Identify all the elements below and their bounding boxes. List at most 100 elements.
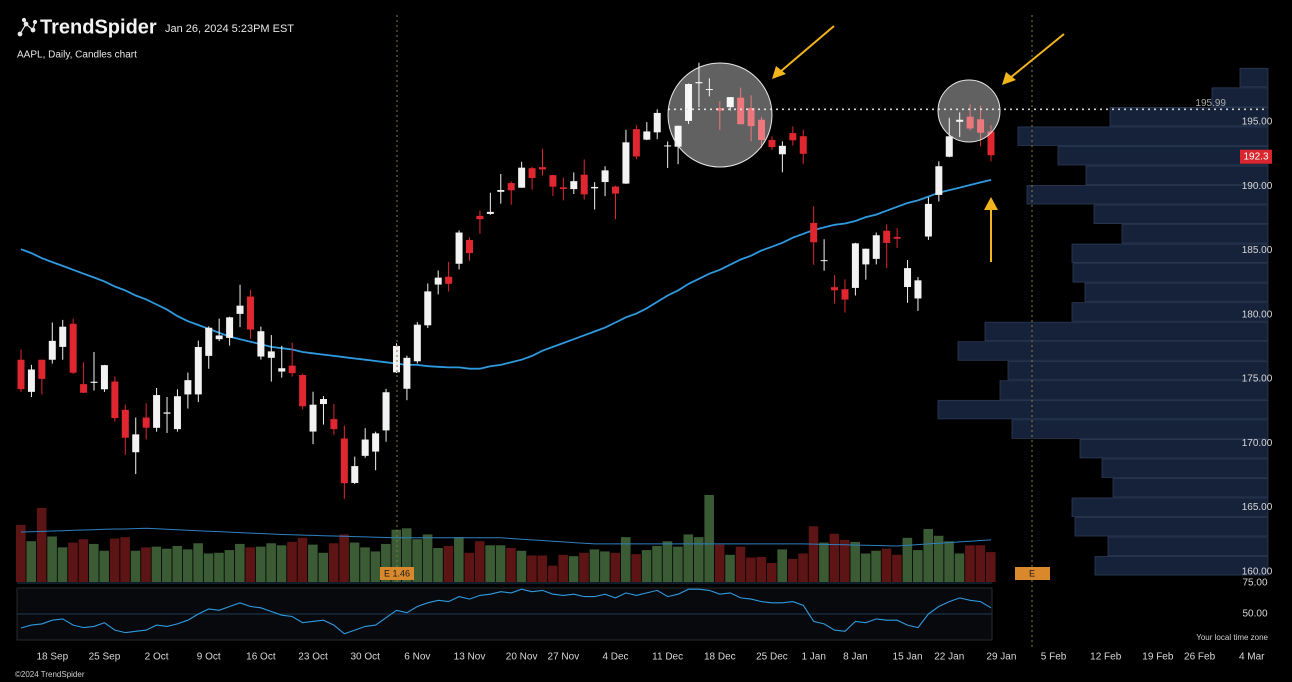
rsi-line xyxy=(20,588,992,635)
x-tick-label: 12 Feb xyxy=(1090,652,1122,663)
volume-bar xyxy=(308,544,318,582)
x-tick-label: 18 Sep xyxy=(36,652,68,663)
volume-bar xyxy=(162,548,172,582)
volume-bar xyxy=(975,545,986,582)
volume-bar xyxy=(537,555,548,582)
volume-bar xyxy=(401,528,412,582)
candle-body xyxy=(90,381,98,383)
volume-ma-line xyxy=(20,527,992,547)
volume-profile-bar xyxy=(1239,67,1269,88)
volume-bar xyxy=(579,552,589,582)
volume-bar xyxy=(68,542,78,582)
candle-body xyxy=(559,187,567,189)
volume-profile-bar xyxy=(1071,497,1269,517)
x-tick-label: 26 Feb xyxy=(1184,652,1216,663)
volume-profile-bar xyxy=(1211,87,1269,107)
y-tick-label: 180.00 xyxy=(1242,309,1273,320)
candle-body xyxy=(194,347,202,395)
candle-body xyxy=(309,404,317,432)
volume-bar xyxy=(224,550,235,582)
candle-body xyxy=(330,419,338,430)
candle-body xyxy=(69,323,77,373)
volume-bar xyxy=(141,547,151,582)
volume-bar xyxy=(673,546,683,582)
volume-bar xyxy=(547,565,558,582)
candle-body xyxy=(288,365,296,374)
x-tick-label: 25 Sep xyxy=(89,652,121,663)
volume-profile-bar xyxy=(957,341,1269,361)
y-tick-label: 185.00 xyxy=(1242,245,1273,256)
volume-bar xyxy=(954,553,965,582)
candle-body xyxy=(580,174,588,195)
x-tick-label: 9 Oct xyxy=(197,652,221,663)
y-tick-label: 195.00 xyxy=(1242,117,1273,128)
candle-body xyxy=(685,84,693,121)
earnings-label: E 1.46 xyxy=(384,568,410,578)
volume-bar xyxy=(245,547,256,582)
candle-body xyxy=(205,327,213,356)
volume-bar xyxy=(871,550,881,582)
volume-bar xyxy=(214,552,224,582)
candle-body xyxy=(215,335,223,340)
volume-bar xyxy=(610,552,621,582)
candle-body xyxy=(820,260,828,262)
candle-body xyxy=(424,291,432,326)
volume-bar xyxy=(474,541,485,582)
volume-bar xyxy=(516,550,527,582)
candle-body xyxy=(319,399,327,405)
candle-body xyxy=(601,170,609,183)
volume-profile-bar xyxy=(1093,204,1269,224)
volume-bar xyxy=(933,535,944,582)
volume-bar xyxy=(287,541,297,582)
sma-line xyxy=(20,179,992,370)
candle-body xyxy=(17,359,25,390)
y-tick-label: 190.00 xyxy=(1242,181,1273,192)
candle-body xyxy=(862,248,870,265)
x-tick-label: 25 Dec xyxy=(756,652,788,663)
candle-body xyxy=(705,89,713,91)
volume-profile-bar xyxy=(1007,360,1269,381)
volume-bar xyxy=(464,552,475,582)
volume-bar xyxy=(349,542,360,582)
candle-body xyxy=(737,97,745,125)
candle-body xyxy=(246,296,254,330)
volume-profile-bar xyxy=(937,399,1269,420)
volume-bar xyxy=(297,537,308,582)
copyright: ©2024 TrendSpider xyxy=(15,670,85,679)
volume-profile-bar xyxy=(984,321,1269,342)
candle-body xyxy=(528,168,536,179)
candle-body xyxy=(38,359,46,379)
volume-bar xyxy=(881,548,892,582)
candle-body xyxy=(893,236,901,239)
candle-body xyxy=(48,340,56,360)
logo xyxy=(17,17,38,37)
candle-body xyxy=(664,145,672,147)
volume-bar xyxy=(328,543,339,582)
chart-title: AAPL, Daily, Candles chart xyxy=(17,50,137,61)
earnings-badge xyxy=(1015,567,1050,580)
candle-body xyxy=(924,203,932,237)
candle-body xyxy=(716,108,724,111)
candle-body xyxy=(132,434,140,453)
y-tick-label: 170.00 xyxy=(1242,438,1273,449)
volume-profile-bar xyxy=(1107,536,1269,556)
x-tick-label: 20 Nov xyxy=(506,652,538,663)
y-tick-label: 160.00 xyxy=(1242,566,1273,577)
volume-bar xyxy=(266,543,276,582)
candle-body xyxy=(977,119,985,133)
candle-body xyxy=(236,305,244,314)
volume-bar xyxy=(787,558,798,582)
candle-body xyxy=(778,145,786,155)
x-tick-label: 4 Dec xyxy=(602,652,628,663)
volume-bar xyxy=(819,542,829,582)
candle-body xyxy=(987,131,995,156)
candle-body xyxy=(841,289,849,300)
candle-body xyxy=(100,365,108,390)
volume-bar xyxy=(412,539,422,582)
volume-bar xyxy=(527,555,537,582)
volume-profile-bar xyxy=(1085,165,1269,185)
volume-bar xyxy=(766,562,777,582)
volume-bar xyxy=(839,539,850,582)
